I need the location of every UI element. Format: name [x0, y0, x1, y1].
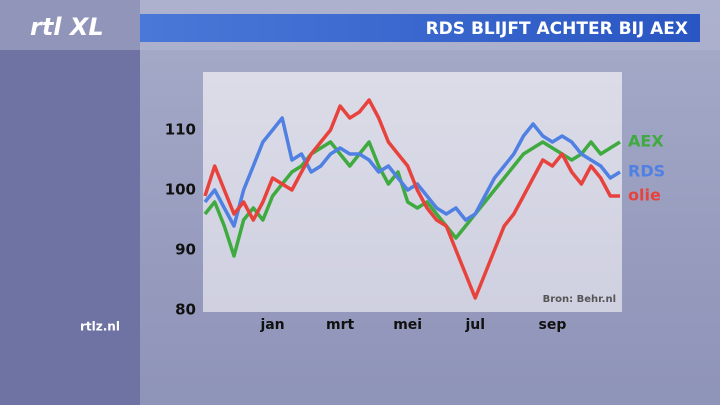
logo: rtl XL [30, 13, 104, 41]
y-tick-label: 90 [175, 241, 196, 259]
y-tick-label: 110 [165, 121, 196, 139]
x-tick-label: sep [539, 317, 567, 333]
x-tick-label: mei [393, 317, 422, 333]
line-2 [203, 98, 620, 300]
x-tick-label: mrt [326, 317, 354, 333]
y-tick-label: 80 [175, 301, 196, 319]
website: rtlz.nl [80, 320, 120, 334]
line-0 [203, 140, 621, 258]
chart-title: RDS BLIJFT ACHTER BIJ AEX [426, 19, 688, 39]
title-bar [140, 14, 700, 42]
side-panel [0, 0, 140, 405]
plot-area [203, 72, 622, 312]
legend-label: RDS [628, 162, 665, 181]
legend-label: olie [628, 186, 661, 205]
source: Bron: Behr.nl [543, 294, 616, 305]
line-1 [203, 116, 621, 228]
y-tick-label: 100 [165, 181, 196, 199]
x-tick-label: jul [464, 317, 485, 333]
x-tick-label: jan [259, 317, 284, 333]
legend-label: AEX [628, 132, 664, 151]
